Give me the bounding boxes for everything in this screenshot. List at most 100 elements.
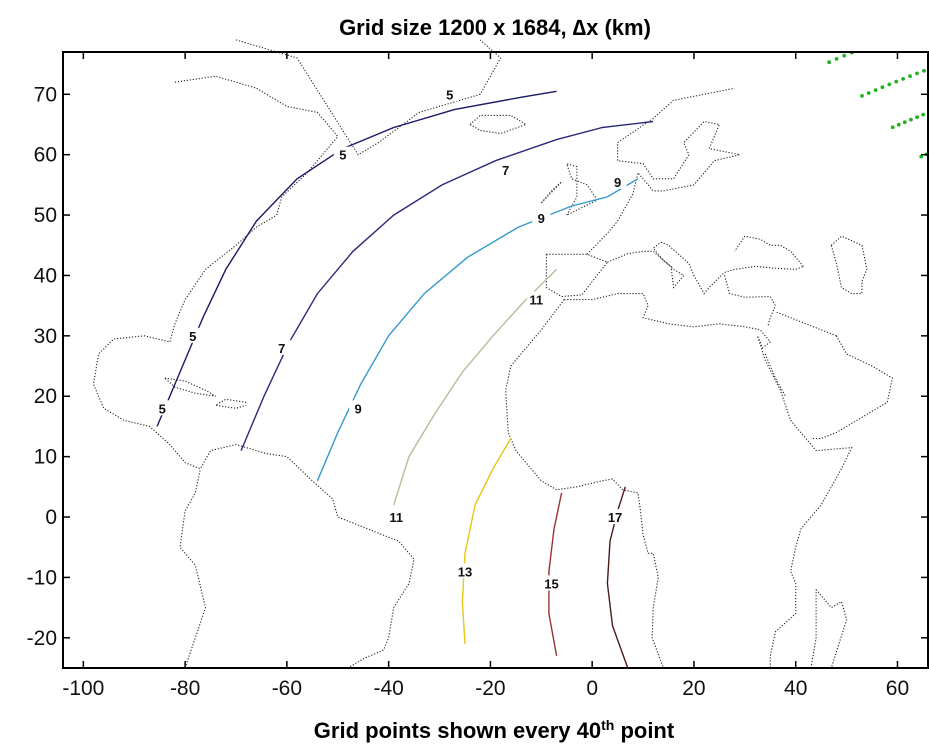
coastline xyxy=(213,398,247,409)
contour-label-bg xyxy=(387,509,406,525)
x-axis-label-prefix: Grid points shown every 40 xyxy=(314,718,601,743)
coastline xyxy=(775,311,837,337)
contour-label-9: 9 xyxy=(614,175,621,190)
coastline xyxy=(723,275,777,327)
grid-point xyxy=(834,57,839,61)
grid-point xyxy=(860,94,864,98)
x-axis-label-sup: th xyxy=(601,717,614,733)
x-tick-label: 20 xyxy=(682,677,705,700)
grid-point xyxy=(842,53,847,58)
contour-lines: 5 5 5 5 7 7 9 9 9 11 11 13 15 17 xyxy=(153,86,654,669)
x-tick-label: -60 xyxy=(272,677,302,700)
contour-label-bg xyxy=(608,173,627,189)
grid-point xyxy=(919,154,924,159)
grid-point xyxy=(880,85,885,90)
plot-frame xyxy=(62,51,929,669)
x-tick-label: -20 xyxy=(475,677,505,700)
grid-point xyxy=(887,82,892,87)
contour-label-13: 13 xyxy=(458,564,472,579)
coastline xyxy=(564,293,853,668)
y-tick-label: -20 xyxy=(27,627,57,650)
coastline xyxy=(607,241,685,289)
contour-label-bg xyxy=(496,161,515,177)
y-tick-label: 70 xyxy=(34,83,57,106)
contour-label-bg xyxy=(153,400,172,416)
contour-11 xyxy=(393,268,558,506)
y-tick-label: 50 xyxy=(34,204,57,227)
contour-label-bg xyxy=(542,575,561,591)
contour-label-bg xyxy=(183,327,202,343)
grid-point xyxy=(922,68,926,73)
grid-point xyxy=(866,91,871,95)
coastline xyxy=(469,114,528,135)
coastline xyxy=(660,241,804,295)
coastline xyxy=(586,87,740,255)
contour-label-bg xyxy=(527,291,546,307)
grid-point xyxy=(873,88,878,92)
grid-point xyxy=(901,77,905,81)
coastline xyxy=(565,162,599,216)
contour-label-bg xyxy=(532,210,551,226)
grid-point xyxy=(894,79,899,84)
grid-point xyxy=(908,74,912,78)
x-tick-label: 0 xyxy=(586,677,598,700)
coastline xyxy=(545,253,609,298)
grid-point xyxy=(915,115,919,119)
contour-9 xyxy=(316,178,639,482)
contour-5 xyxy=(156,90,557,427)
contour-label-5: 5 xyxy=(189,329,196,344)
contour-label-7: 7 xyxy=(502,163,509,178)
y-tick-label: 0 xyxy=(45,506,57,529)
chart-title: Grid size 1200 x 1684, ∆x (km) xyxy=(339,15,651,40)
x-tick-label: -80 xyxy=(170,677,200,700)
contour-label-bg xyxy=(606,509,625,525)
coastline xyxy=(179,468,207,669)
coastline xyxy=(505,299,664,669)
contour-13 xyxy=(461,438,512,644)
coastline xyxy=(540,181,562,204)
y-axis: -20 -10 0 10 20 30 40 50 60 70 xyxy=(27,83,928,650)
grid-point xyxy=(915,71,919,76)
y-tick-label: 20 xyxy=(34,385,57,408)
y-tick-label: -10 xyxy=(27,566,57,589)
grid-point xyxy=(902,120,907,125)
coastline xyxy=(92,75,415,669)
contour-15 xyxy=(548,492,563,657)
coastline xyxy=(811,335,894,440)
grid-point xyxy=(890,125,895,130)
coastline xyxy=(810,589,817,669)
contour-label-15: 15 xyxy=(544,576,558,591)
x-tick-label: -100 xyxy=(62,677,104,700)
y-tick-label: 60 xyxy=(34,144,57,167)
y-tick-label: 10 xyxy=(34,446,57,469)
x-tick-label: 40 xyxy=(784,677,807,700)
contour-label-5: 5 xyxy=(339,148,346,163)
x-axis: -100 -80 -60 -40 -20 0 20 40 60 xyxy=(62,52,909,700)
contour-label-9: 9 xyxy=(355,401,362,416)
x-axis-label: Grid points shown every 40th point xyxy=(314,717,675,743)
x-axis-label-suffix: point xyxy=(614,718,675,743)
y-tick-label: 30 xyxy=(34,325,57,348)
contour-label-bg xyxy=(455,563,474,579)
contour-label-bg xyxy=(272,339,291,355)
contour-label-9: 9 xyxy=(538,211,545,226)
y-tick-label: 40 xyxy=(34,264,57,287)
coastline xyxy=(734,235,804,267)
x-tick-label: 60 xyxy=(886,677,909,700)
coastline xyxy=(764,353,786,397)
contour-label-bg xyxy=(333,146,352,162)
grid-point xyxy=(896,122,901,127)
contour-label-bg xyxy=(440,86,459,102)
contour-label-bg xyxy=(349,400,368,416)
contour-label-7: 7 xyxy=(278,341,285,356)
contour-label-5: 5 xyxy=(159,401,166,416)
contour-label-17: 17 xyxy=(608,510,622,525)
coastlines xyxy=(92,39,894,669)
contour-7 xyxy=(240,120,654,451)
coastline xyxy=(164,377,216,397)
coastline xyxy=(815,589,848,669)
contour-label-5: 5 xyxy=(446,87,453,102)
contour-label-11: 11 xyxy=(529,293,543,308)
x-tick-label: -40 xyxy=(373,677,403,700)
